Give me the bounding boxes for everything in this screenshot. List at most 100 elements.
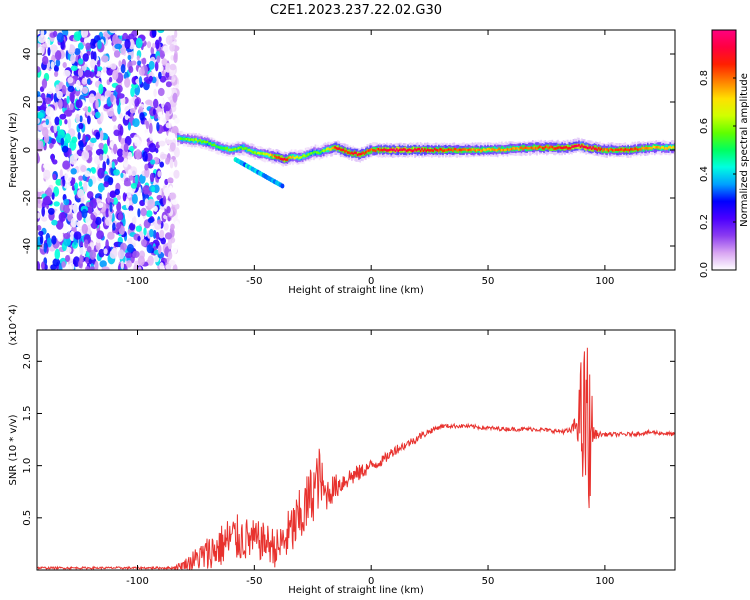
spectrogram-cell [446, 148, 448, 152]
x-tick-label: 100 [595, 576, 614, 587]
spectrogram-noise-blob [109, 190, 116, 198]
spectrogram-noise-blob [41, 216, 48, 222]
spectrogram-noise-blob [95, 111, 101, 119]
spectrogram-cell [592, 146, 594, 152]
spectrogram-noise-blob [153, 254, 160, 263]
spectrogram-noise-blob [153, 98, 159, 109]
spectrogram-noise-blob [145, 30, 150, 37]
spectrogram-cell [341, 148, 343, 152]
spectrogram-cell [184, 137, 186, 141]
spectrogram-noise-blob [100, 95, 105, 102]
snr-y-label: SNR (10 * v/v) [8, 414, 19, 485]
spectrogram-noise-blob [73, 31, 82, 41]
spectrogram-noise-blob [84, 239, 89, 249]
spectrogram-cell [245, 147, 248, 150]
spectrogram-noise-blob [137, 255, 145, 266]
spectrogram-cell [334, 146, 336, 149]
spectrogram-cell [394, 149, 397, 153]
spectrogram-cell [575, 144, 577, 148]
spectrogram-cell [541, 146, 544, 150]
spectrogram-cell [257, 151, 259, 155]
spectrogram-noise-blob [159, 262, 164, 270]
spectrogram-noise-blob [133, 264, 138, 270]
spectrogram-noise-blob [70, 168, 77, 175]
spectrogram-cell [226, 146, 228, 150]
spectrogram-cell [604, 148, 607, 152]
spectrogram-cell [254, 151, 256, 154]
spectrogram-noise-blob [173, 147, 180, 158]
spectrogram-noise-blob [160, 237, 166, 245]
spectrogram-cell [644, 147, 646, 150]
spectrogram-cell [639, 148, 642, 151]
spectrogram-noise-blob [160, 153, 168, 159]
spectrogram-noise-blob [64, 172, 72, 183]
spectrogram-cell [344, 147, 346, 153]
spectrogram-cell [435, 148, 437, 152]
spectrogram-cell [421, 147, 423, 151]
spectrogram-noise-blob [56, 32, 64, 43]
spectrogram-cell [445, 149, 447, 152]
spectrogram-noise-blob [164, 232, 173, 240]
y-tick-label: 1.0 [22, 458, 33, 474]
spectrogram-noise-blob [67, 247, 72, 253]
spectrogram-cell [252, 151, 255, 154]
spectrogram-cell [313, 151, 315, 154]
spectrogram-cell [265, 152, 268, 156]
spectrogram-noise-blob [161, 58, 168, 66]
spectrogram-noise-blob [158, 36, 162, 43]
spectrogram-noise-blob [64, 133, 71, 144]
spectrogram-noise-blob [169, 158, 174, 169]
spectrogram-cell [452, 149, 454, 152]
spectrogram-cell [345, 149, 348, 153]
spectrogram-cell [576, 144, 579, 147]
spectrogram-noise-blob [113, 129, 121, 137]
spectrogram-noise-blob [125, 198, 130, 210]
spectrogram-cell [206, 140, 209, 144]
spectrogram-cell [192, 139, 195, 142]
spectrogram-noise-blob [52, 30, 58, 37]
spectrogram-noise-blob [98, 142, 105, 150]
spectrogram-noise-blob [149, 228, 154, 238]
spectrogram-cell [454, 148, 457, 151]
spectrogram-noise-blob [124, 114, 129, 121]
spectrogram-noise-blob [159, 161, 164, 168]
spectrogram-cell [191, 138, 193, 141]
spectrogram-cell [596, 148, 599, 152]
spectrogram-noise-blob [100, 111, 104, 123]
spectrogram-cell [215, 145, 217, 148]
spectrogram-noise-blob [109, 30, 118, 34]
spectrogram-noise-blob [130, 166, 138, 177]
spectrogram-cell [641, 146, 643, 150]
spectrogram-noise-blob [37, 66, 41, 73]
spectrogram-noise-blob [165, 157, 170, 165]
spectrogram-cell [459, 148, 461, 152]
spectrogram-cell [631, 148, 634, 151]
spectrogram-noise-blob [127, 54, 132, 61]
y-tick-label: -20 [22, 190, 33, 206]
spectrogram-noise-blob [117, 212, 123, 221]
spectrogram-cell [182, 138, 185, 141]
spectrogram-noise-blob [99, 260, 107, 268]
spectrogram-cell [303, 154, 305, 157]
spectrogram-noise-blob [46, 87, 54, 95]
spectrogram-noise-blob [153, 205, 158, 212]
spectrogram-cell [550, 145, 552, 148]
spectrogram-cell [384, 148, 387, 152]
spectrogram-cell [337, 147, 339, 150]
spectrogram-noise-blob [97, 202, 104, 209]
spectrogram-panel: -100 -50 0 50 100 -40 -20 0 20 40 Height of stra… [8, 29, 676, 296]
spectrogram-cell [323, 149, 325, 153]
spectrogram-cell [412, 149, 415, 152]
spectrogram-noise-blob [45, 97, 52, 105]
spectrogram-noise-blob [167, 239, 172, 250]
spectrogram-cell [288, 156, 290, 160]
spectrogram-cell [353, 151, 356, 154]
spectrogram-cell [243, 147, 245, 150]
spectrogram-cell [408, 148, 411, 151]
spectrogram-cell [457, 148, 460, 152]
spectrogram-noise-blob [76, 221, 81, 227]
spectrogram-cell [502, 148, 505, 152]
spectrogram-cell [209, 142, 212, 145]
spectrogram-noise-blob [74, 182, 79, 191]
spectrogram-cell [595, 147, 597, 150]
